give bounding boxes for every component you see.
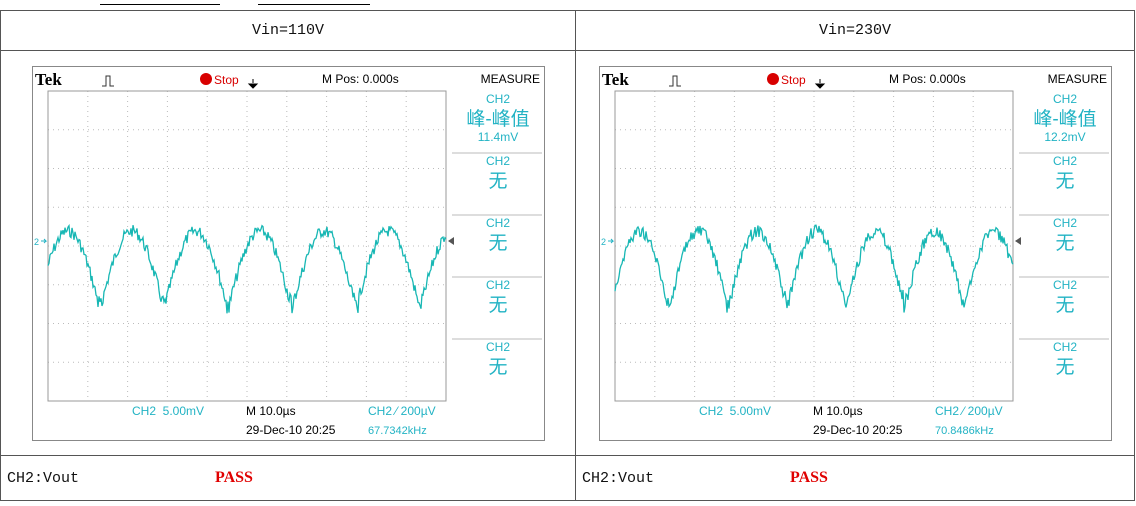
blank-line <box>258 4 370 5</box>
datetime: 29-Dec-10 20:25 <box>246 423 336 437</box>
test-table: Vin=110V Vin=230V Tek Stop M Pos: 0.000s ME… <box>0 10 1135 501</box>
meas-channel: CH2 <box>485 92 509 106</box>
channel-label: CH2:Vout <box>7 470 79 487</box>
meas-label: 无 <box>1055 295 1074 316</box>
scope-screen: Tek Stop M Pos: 0.000s MEASURE CH2 峰-峰值11.4mV… <box>32 66 545 441</box>
trigger: CH2 ⁄ 200µV <box>368 404 436 418</box>
trigger: CH2 ⁄ 200µV <box>935 404 1003 418</box>
meas-channel: CH2 <box>485 216 509 230</box>
brand: Tek <box>35 70 62 89</box>
stop-dot <box>200 73 212 85</box>
panel-title: MEASURE <box>480 72 539 86</box>
scope-screen: Tek Stop M Pos: 0.000s MEASURE CH2 峰-峰值12.2mV… <box>599 66 1112 441</box>
timebase: M 10.0µs <box>813 404 863 418</box>
header-cell: Vin=110V <box>1 11 576 51</box>
channel-marker: 2 <box>34 237 39 247</box>
meas-label: 无 <box>488 295 507 316</box>
position: M Pos: 0.000s <box>322 72 399 86</box>
brand: Tek <box>602 70 629 89</box>
stop-dot <box>767 73 779 85</box>
panel-title: MEASURE <box>1047 72 1106 86</box>
blank-line <box>100 4 220 5</box>
meas-channel: CH2 <box>485 154 509 168</box>
state: Stop <box>781 73 806 87</box>
scale: CH2 5.00mV <box>699 404 771 418</box>
meas-label: 无 <box>488 171 507 192</box>
datetime: 29-Dec-10 20:25 <box>813 423 903 437</box>
meas-label: 无 <box>488 357 507 378</box>
meas-label: 无 <box>1055 233 1074 254</box>
meas-channel: CH2 <box>1052 154 1076 168</box>
frequency: 67.7342kHz <box>368 425 427 437</box>
meas-label: 峰-峰值 <box>466 108 529 130</box>
page: {"columns": [ {"header": "Vin=110V", "sc… <box>0 0 1136 506</box>
meas-channel: CH2 <box>1052 278 1076 292</box>
result: PASS <box>215 469 253 486</box>
scale: CH2 5.00mV <box>132 404 204 418</box>
result: PASS <box>790 469 828 486</box>
state: Stop <box>214 73 239 87</box>
meas-channel: CH2 <box>1052 216 1076 230</box>
meas-channel: CH2 <box>1052 92 1076 106</box>
meas-label: 峰-峰值 <box>1033 108 1096 130</box>
position: M Pos: 0.000s <box>889 72 966 86</box>
meas-label: 无 <box>1055 357 1074 378</box>
meas-channel: CH2 <box>1052 340 1076 354</box>
channel-label: CH2:Vout <box>582 470 654 487</box>
meas-value: 12.2mV <box>1044 130 1085 144</box>
footer-cell: CH2:Vout PASS <box>576 456 1135 501</box>
footer-cell: CH2:Vout PASS <box>1 456 576 501</box>
frequency: 70.8486kHz <box>935 425 994 437</box>
meas-value: 11.4mV <box>477 130 517 144</box>
meas-channel: CH2 <box>485 340 509 354</box>
meas-label: 无 <box>1055 171 1074 192</box>
timebase: M 10.0µs <box>246 404 296 418</box>
header-cell: Vin=230V <box>576 11 1135 51</box>
meas-label: 无 <box>488 233 507 254</box>
channel-marker: 2 <box>601 237 606 247</box>
meas-channel: CH2 <box>485 278 509 292</box>
